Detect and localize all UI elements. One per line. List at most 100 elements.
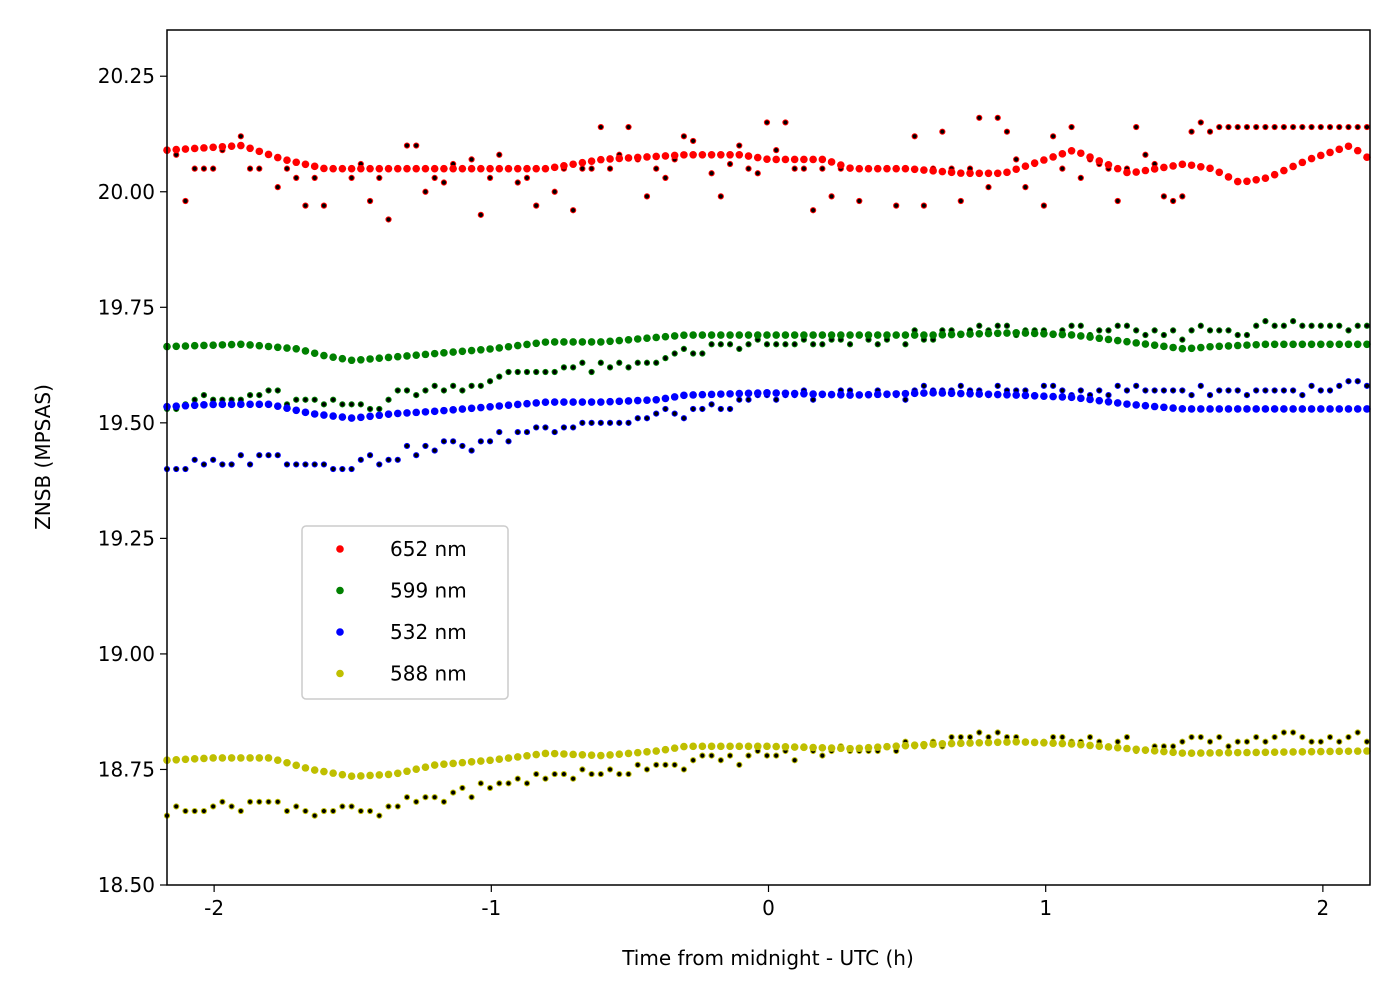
- point-532-nm: [1123, 400, 1131, 408]
- point-532-nm: [846, 391, 854, 399]
- point-532-nm: [219, 401, 227, 409]
- raw-point-599-nm: [201, 393, 206, 398]
- point-532-nm: [1308, 405, 1316, 413]
- raw-point-652-nm: [709, 171, 714, 176]
- point-588-nm: [1086, 742, 1094, 750]
- point-532-nm: [828, 391, 836, 399]
- point-532-nm: [874, 391, 882, 399]
- point-532-nm: [1022, 392, 1030, 400]
- point-588-nm: [1003, 738, 1011, 746]
- point-588-nm: [1271, 748, 1279, 756]
- point-588-nm: [385, 771, 393, 779]
- point-652-nm: [431, 165, 439, 173]
- point-599-nm: [468, 347, 476, 355]
- point-599-nm: [366, 355, 374, 363]
- point-532-nm: [662, 395, 670, 403]
- raw-point-588-nm: [607, 767, 612, 772]
- raw-point-532-nm: [294, 462, 299, 467]
- raw-point-588-nm: [1051, 735, 1056, 740]
- point-599-nm: [311, 349, 319, 357]
- raw-point-652-nm: [1180, 194, 1185, 199]
- raw-point-599-nm: [1217, 328, 1222, 333]
- raw-point-588-nm: [1309, 739, 1314, 744]
- point-652-nm: [357, 165, 365, 173]
- point-532-nm: [394, 410, 402, 418]
- point-652-nm: [385, 165, 393, 173]
- raw-point-599-nm: [718, 342, 723, 347]
- raw-point-652-nm: [404, 143, 409, 148]
- point-652-nm: [975, 169, 983, 177]
- raw-point-599-nm: [515, 369, 520, 374]
- y-tick-label: 19.50: [98, 411, 155, 435]
- raw-point-599-nm: [321, 402, 326, 407]
- point-588-nm: [228, 754, 236, 762]
- point-532-nm: [172, 402, 180, 410]
- point-588-nm: [1317, 748, 1325, 756]
- raw-point-588-nm: [247, 799, 252, 804]
- point-652-nm: [939, 168, 947, 176]
- point-652-nm: [966, 169, 974, 177]
- raw-point-532-nm: [432, 448, 437, 453]
- point-652-nm: [994, 169, 1002, 177]
- point-652-nm: [403, 165, 411, 173]
- point-532-nm: [634, 397, 642, 405]
- point-599-nm: [892, 331, 900, 339]
- raw-point-599-nm: [294, 397, 299, 402]
- point-532-nm: [957, 390, 965, 398]
- point-599-nm: [514, 342, 522, 350]
- point-588-nm: [366, 772, 374, 780]
- raw-point-652-nm: [986, 185, 991, 190]
- raw-point-599-nm: [367, 406, 372, 411]
- raw-point-588-nm: [238, 808, 243, 813]
- raw-point-532-nm: [1134, 383, 1139, 388]
- point-599-nm: [1022, 329, 1030, 337]
- raw-point-652-nm: [432, 175, 437, 180]
- point-532-nm: [486, 403, 494, 411]
- raw-point-652-nm: [1217, 124, 1222, 129]
- raw-point-652-nm: [801, 166, 806, 171]
- point-652-nm: [311, 163, 319, 171]
- point-652-nm: [329, 165, 337, 173]
- point-532-nm: [1234, 405, 1242, 413]
- raw-point-599-nm: [700, 351, 705, 356]
- x-axis-label: Time from midnight - UTC (h): [621, 946, 914, 970]
- point-599-nm: [403, 352, 411, 360]
- point-599-nm: [819, 331, 827, 339]
- raw-point-588-nm: [1060, 735, 1065, 740]
- raw-point-652-nm: [1004, 129, 1009, 134]
- raw-point-652-nm: [275, 185, 280, 190]
- raw-point-599-nm: [644, 360, 649, 365]
- raw-point-652-nm: [857, 198, 862, 203]
- raw-point-588-nm: [266, 799, 271, 804]
- raw-point-599-nm: [377, 406, 382, 411]
- point-599-nm: [1225, 342, 1233, 350]
- raw-point-652-nm: [921, 203, 926, 208]
- raw-point-652-nm: [1235, 124, 1240, 129]
- point-532-nm: [468, 405, 476, 413]
- point-532-nm: [588, 398, 596, 406]
- raw-point-588-nm: [1189, 735, 1194, 740]
- raw-point-588-nm: [506, 781, 511, 786]
- raw-point-652-nm: [977, 115, 982, 120]
- point-588-nm: [191, 755, 199, 763]
- point-532-nm: [1012, 391, 1020, 399]
- point-599-nm: [412, 351, 420, 359]
- raw-point-652-nm: [321, 203, 326, 208]
- raw-point-652-nm: [1161, 194, 1166, 199]
- point-652-nm: [1225, 173, 1233, 181]
- point-652-nm: [754, 154, 762, 162]
- raw-point-588-nm: [1207, 739, 1212, 744]
- raw-point-532-nm: [580, 420, 585, 425]
- raw-point-588-nm: [552, 771, 557, 776]
- point-532-nm: [1280, 405, 1288, 413]
- point-599-nm: [1234, 342, 1242, 350]
- point-588-nm: [1179, 749, 1187, 757]
- raw-point-599-nm: [1300, 323, 1305, 328]
- point-652-nm: [486, 165, 494, 173]
- raw-point-588-nm: [423, 795, 428, 800]
- raw-point-588-nm: [183, 808, 188, 813]
- point-652-nm: [182, 145, 190, 153]
- raw-point-652-nm: [894, 203, 899, 208]
- point-652-nm: [394, 165, 402, 173]
- raw-point-532-nm: [331, 466, 336, 471]
